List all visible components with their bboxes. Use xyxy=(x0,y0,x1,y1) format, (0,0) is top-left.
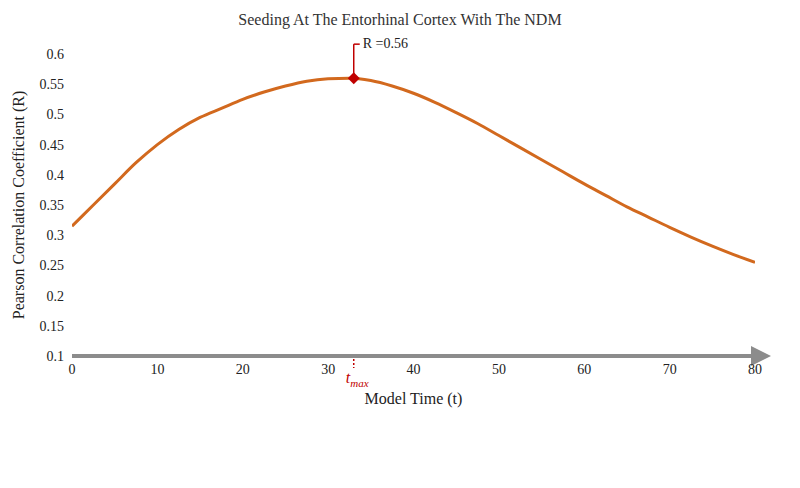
svg-text:10: 10 xyxy=(150,362,164,377)
svg-text:0.25: 0.25 xyxy=(40,258,65,273)
svg-text:0.5: 0.5 xyxy=(47,107,65,122)
svg-text:0: 0 xyxy=(69,362,76,377)
svg-text:70: 70 xyxy=(663,362,677,377)
svg-text:0.3: 0.3 xyxy=(47,228,65,243)
svg-text:50: 50 xyxy=(492,362,506,377)
svg-text:30: 30 xyxy=(321,362,335,377)
svg-text:0.45: 0.45 xyxy=(40,138,65,153)
svg-text:0.55: 0.55 xyxy=(40,77,65,92)
svg-text:0.4: 0.4 xyxy=(47,168,65,183)
svg-text:tmax: tmax xyxy=(346,369,369,389)
svg-text:0.15: 0.15 xyxy=(40,319,65,334)
svg-text:R =0.56: R =0.56 xyxy=(363,36,408,51)
svg-text:Pearson Correlation Coefficien: Pearson Correlation Coefficient (R) xyxy=(10,91,28,320)
svg-text:0.2: 0.2 xyxy=(47,289,65,304)
svg-text:0.6: 0.6 xyxy=(47,47,65,62)
svg-text:0.1: 0.1 xyxy=(47,349,65,364)
svg-text:20: 20 xyxy=(236,362,250,377)
svg-text:Model Time (t): Model Time (t) xyxy=(365,390,463,408)
html-text:Seeding At The Entorhinal Cort: Seeding At The Entorhinal Cortex With Th… xyxy=(238,11,562,28)
svg-text:80: 80 xyxy=(748,362,762,377)
svg-text:60: 60 xyxy=(577,362,591,377)
svg-text:0.35: 0.35 xyxy=(40,198,65,213)
svg-text:40: 40 xyxy=(407,362,421,377)
